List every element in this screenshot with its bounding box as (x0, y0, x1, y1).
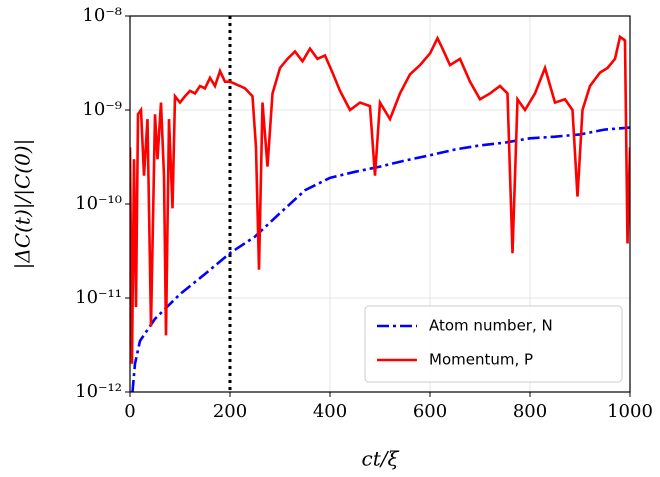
x-tick-label: 200 (213, 401, 247, 422)
legend-label: Momentum, P (429, 351, 533, 369)
x-tick-label: 0 (124, 401, 135, 422)
y-tick-label: 10⁻¹⁰ (75, 193, 122, 214)
series-line (130, 34, 630, 364)
series-line (131, 126, 630, 392)
plot-area (130, 16, 630, 392)
y-tick-label: 10⁻⁸ (82, 5, 122, 26)
legend-box (364, 305, 623, 383)
y-tick-label: 10⁻⁹ (82, 99, 122, 120)
legend: Atom number, N Momentum, P (364, 305, 623, 383)
x-tick-label: 1000 (607, 401, 653, 422)
y-tick-label: 10⁻¹¹ (75, 287, 122, 308)
x-tick-label: 600 (413, 401, 447, 422)
y-tick-label: 10⁻¹² (75, 381, 122, 402)
ticks: 0 200 400 600 800 1000 10⁻¹² 10⁻¹¹ 10⁻¹⁰ 10⁻⁹ 10⁻⁸ (75, 5, 653, 422)
y-axis-label: |ΔC(t)|/|C(0)| (11, 139, 36, 270)
legend-label: Atom number, N (429, 317, 553, 335)
x-tick-label: 800 (513, 401, 547, 422)
x-axis-label: ct/ξ (362, 447, 400, 471)
x-tick-label: 400 (313, 401, 347, 422)
